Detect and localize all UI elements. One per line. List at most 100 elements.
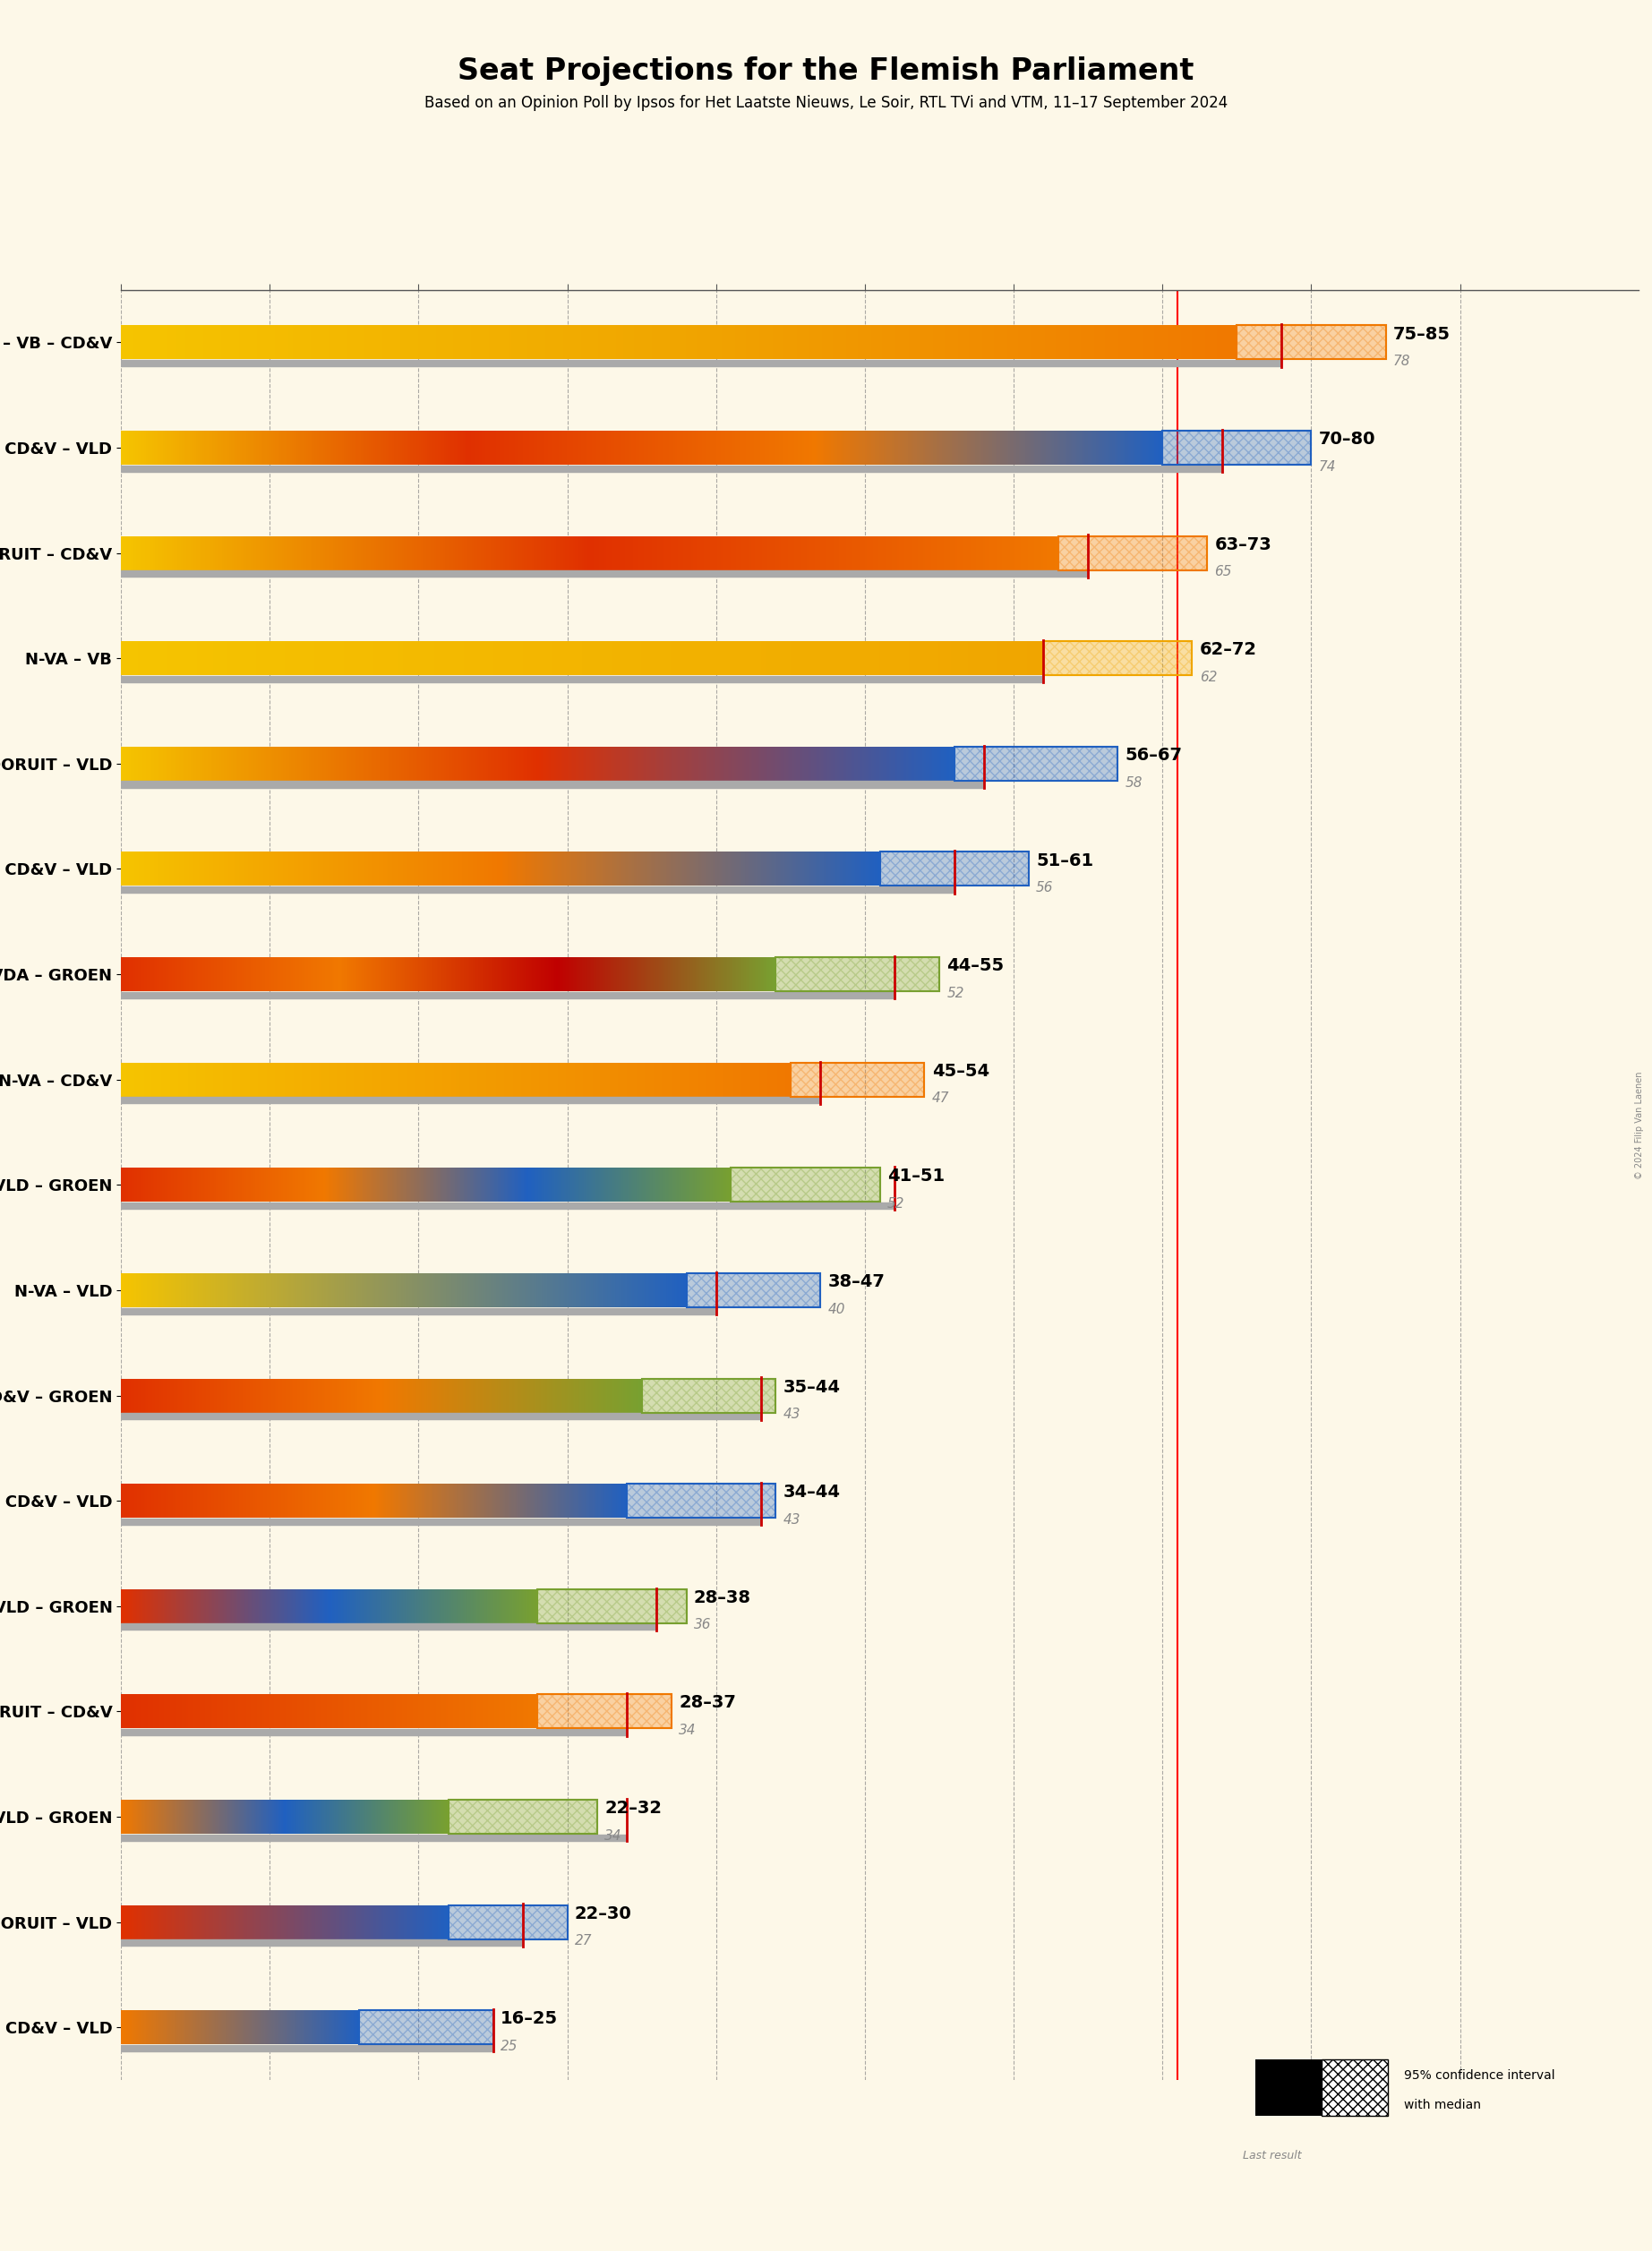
Bar: [248, 642, 249, 675]
Bar: [720, 642, 722, 675]
Bar: [302, 430, 304, 464]
Bar: [608, 536, 610, 570]
Bar: [818, 326, 819, 360]
Bar: [302, 536, 304, 570]
Bar: [608, 747, 610, 781]
Bar: [686, 536, 687, 570]
Bar: [621, 430, 623, 464]
Bar: [408, 642, 411, 675]
Bar: [344, 536, 345, 570]
Bar: [1036, 642, 1037, 675]
Bar: [689, 430, 692, 464]
Bar: [633, 326, 634, 360]
Bar: [476, 642, 477, 675]
Bar: [629, 747, 631, 781]
Bar: [408, 430, 411, 464]
Bar: [311, 430, 312, 464]
Bar: [985, 642, 986, 675]
Bar: [560, 430, 563, 464]
Bar: [648, 430, 651, 464]
Bar: [1016, 642, 1018, 675]
Bar: [552, 747, 555, 781]
Bar: [1011, 326, 1014, 360]
Bar: [327, 430, 329, 464]
Bar: [281, 430, 284, 464]
Bar: [686, 642, 687, 675]
Bar: [524, 536, 525, 570]
Bar: [154, 430, 157, 464]
Bar: [697, 747, 699, 781]
Bar: [1034, 326, 1036, 360]
Bar: [183, 430, 185, 464]
Bar: [839, 642, 841, 675]
Bar: [833, 430, 836, 464]
Bar: [206, 642, 208, 675]
Bar: [629, 430, 631, 464]
Bar: [717, 430, 719, 464]
Bar: [887, 430, 890, 464]
Bar: [515, 326, 519, 360]
Bar: [451, 747, 453, 781]
Bar: [482, 326, 484, 360]
Bar: [1013, 536, 1016, 570]
Bar: [1021, 326, 1023, 360]
Bar: [304, 430, 306, 464]
Bar: [1183, 326, 1186, 360]
Bar: [859, 430, 861, 464]
Bar: [573, 536, 575, 570]
Bar: [791, 536, 795, 570]
Bar: [813, 430, 814, 464]
Bar: [131, 536, 132, 570]
Bar: [720, 536, 724, 570]
Bar: [349, 642, 350, 675]
Bar: [121, 887, 955, 894]
Bar: [882, 642, 885, 675]
Bar: [796, 642, 798, 675]
Bar: [1041, 536, 1044, 570]
Bar: [269, 642, 271, 675]
Bar: [950, 642, 952, 675]
Bar: [355, 747, 357, 781]
Bar: [159, 642, 160, 675]
Text: 45–54: 45–54: [932, 1062, 990, 1080]
Bar: [917, 747, 919, 781]
Bar: [456, 536, 459, 570]
Bar: [1029, 326, 1031, 360]
Bar: [382, 642, 383, 675]
Bar: [677, 326, 679, 360]
Bar: [502, 747, 504, 781]
Bar: [795, 747, 796, 781]
Bar: [337, 642, 339, 675]
Bar: [515, 430, 517, 464]
Bar: [139, 642, 142, 675]
Bar: [844, 536, 846, 570]
Bar: [520, 536, 522, 570]
Bar: [126, 430, 127, 464]
Bar: [988, 430, 990, 464]
Bar: [274, 536, 276, 570]
Bar: [314, 747, 316, 781]
Bar: [211, 747, 213, 781]
Bar: [520, 430, 524, 464]
Bar: [129, 430, 132, 464]
Bar: [864, 430, 867, 464]
Bar: [431, 326, 433, 360]
Bar: [714, 536, 715, 570]
Bar: [957, 536, 960, 570]
Bar: [915, 430, 917, 464]
Bar: [529, 326, 532, 360]
Bar: [1110, 326, 1112, 360]
Bar: [843, 747, 844, 781]
Bar: [512, 642, 514, 675]
Bar: [534, 642, 537, 675]
Bar: [451, 326, 454, 360]
Bar: [881, 851, 1029, 887]
Bar: [659, 536, 661, 570]
Bar: [605, 747, 606, 781]
Bar: [1173, 326, 1175, 360]
Bar: [373, 642, 375, 675]
Bar: [332, 430, 334, 464]
Bar: [765, 430, 767, 464]
Text: 47: 47: [932, 1092, 950, 1105]
Bar: [420, 326, 423, 360]
